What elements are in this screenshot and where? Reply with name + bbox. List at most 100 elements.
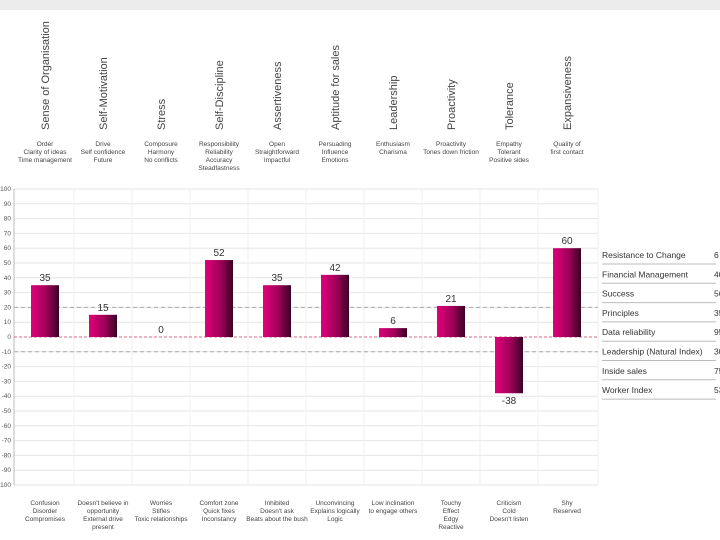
top-descriptor: Straightforward xyxy=(255,149,299,156)
bar-value-label: -38 xyxy=(502,396,517,407)
side-index-label: Leadership (Natural Index) xyxy=(602,347,703,357)
side-index-value: 40 xyxy=(714,269,720,279)
bottom-descriptor: Edgy xyxy=(444,516,460,523)
top-descriptor: Empathy xyxy=(496,141,522,148)
top-descriptor: Persuading xyxy=(319,141,352,148)
bottom-descriptor: Worries xyxy=(150,500,173,507)
bottom-descriptor: Comfort zone xyxy=(199,500,238,507)
category-label: Aptitude for sales xyxy=(330,45,342,130)
top-descriptor: Emotions xyxy=(321,157,349,164)
top-descriptor: Reliability xyxy=(205,149,234,156)
top-descriptor: Self confidence xyxy=(81,149,126,156)
y-tick-label: -60 xyxy=(2,423,12,430)
bar-value-label: 42 xyxy=(329,263,341,274)
y-tick-label: -80 xyxy=(2,452,12,459)
bottom-descriptor: Confusion xyxy=(30,500,60,507)
top-descriptor: Open xyxy=(269,141,285,148)
top-descriptor: Clarity of ideas xyxy=(24,149,68,156)
y-tick-label: -10 xyxy=(2,349,12,356)
y-tick-label: 30 xyxy=(4,290,12,297)
y-tick-label: 40 xyxy=(4,275,12,282)
y-tick-label: 20 xyxy=(4,304,12,311)
y-tick-label: 10 xyxy=(4,319,12,326)
bottom-descriptor: Quick fixes xyxy=(203,508,236,515)
side-index-value: 30 xyxy=(714,347,720,357)
top-descriptor: Steadfastness xyxy=(198,165,240,172)
top-descriptor: Tones down friction xyxy=(423,149,479,156)
side-index-value: 6 xyxy=(714,250,719,260)
bottom-descriptor: Reserved xyxy=(553,508,581,515)
bar-value-label: 52 xyxy=(213,248,225,259)
side-indices: Resistance to Change 6 Financial Managemen… xyxy=(602,250,720,400)
bottom-descriptor: to engage others xyxy=(369,508,419,515)
side-index-label: Worker Index xyxy=(602,385,653,395)
bottom-descriptor: Doesn't believe in xyxy=(77,500,128,507)
top-descriptor: Time management xyxy=(18,157,72,164)
category-label: Self-Discipline xyxy=(214,60,226,130)
bottom-descriptor: Logic xyxy=(327,516,343,523)
top-descriptor: Accuracy xyxy=(206,157,233,164)
bar xyxy=(437,305,465,337)
bar xyxy=(321,274,349,337)
bottom-descriptor: Explains logically xyxy=(310,508,360,515)
top-descriptor: Future xyxy=(94,157,113,164)
category-label: Proactivity xyxy=(446,79,458,130)
y-tick-label: 100 xyxy=(0,186,11,193)
category-label: Self-Motivation xyxy=(98,57,110,130)
bottom-descriptor: Unconvincing xyxy=(315,500,354,507)
category-label: Stress xyxy=(156,98,168,130)
bottom-descriptor: Inconstancy xyxy=(202,516,237,523)
y-tick-label: 80 xyxy=(4,216,12,223)
side-index-label: Principles xyxy=(602,308,639,318)
y-tick-label: -20 xyxy=(2,364,12,371)
top-descriptor: Impactful xyxy=(264,157,291,164)
bottom-descriptor: Effect xyxy=(443,508,460,515)
bottom-descriptor: External drive xyxy=(83,516,123,523)
top-descriptor: Charisma xyxy=(379,149,407,156)
y-tick-label: -70 xyxy=(2,438,12,445)
bar xyxy=(205,260,233,337)
top-descriptor: Drive xyxy=(95,141,111,148)
bottom-descriptor: Doesn't ask xyxy=(260,508,295,515)
top-descriptor: Order xyxy=(37,141,54,148)
bottom-descriptor: Inhibited xyxy=(265,500,290,507)
bottom-descriptor: Stifles xyxy=(152,508,170,515)
bottom-descriptor: Toxic relationships xyxy=(134,516,188,523)
bottom-descriptor: Compromises xyxy=(25,516,66,523)
side-index-label: Inside sales xyxy=(602,366,647,376)
bottom-descriptor: Touchy xyxy=(441,500,462,507)
top-descriptor: Positive sides xyxy=(489,157,529,164)
bottom-descriptor: Shy xyxy=(561,500,573,507)
top-descriptor: Proactivity xyxy=(436,141,467,148)
y-tick-label: 50 xyxy=(4,260,12,267)
y-tick-label: 70 xyxy=(4,230,12,237)
bottom-descriptor: Low inclination xyxy=(372,500,415,507)
side-index-value: 35 xyxy=(714,308,720,318)
side-index-value: 75 xyxy=(714,366,720,376)
bar xyxy=(31,285,59,337)
side-index-value: 53 xyxy=(714,385,720,395)
bar-value-label: 35 xyxy=(39,273,51,284)
bottom-descriptor: Criticism xyxy=(497,500,522,507)
top-descriptor: Quality of xyxy=(553,141,581,148)
bottom-descriptor: Cold xyxy=(502,508,516,515)
side-index-label: Resistance to Change xyxy=(602,250,686,260)
category-label: Tolerance xyxy=(504,82,516,130)
side-index-value: 95 xyxy=(714,327,720,337)
y-axis: 1009080706050403020100-10-20-30-40-50-60… xyxy=(0,186,15,489)
bar-value-label: 15 xyxy=(97,303,109,314)
y-tick-label: -50 xyxy=(2,408,12,415)
bar-value-label: 35 xyxy=(271,273,283,284)
bar-value-label: 0 xyxy=(158,325,164,336)
category-label: Leadership xyxy=(388,76,400,130)
category-labels: Sense of Organisation Self-Motivation Stre… xyxy=(40,21,574,130)
bar-value-label: 21 xyxy=(445,294,457,305)
category-label: Assertiveness xyxy=(272,61,284,130)
top-descriptor: Influence xyxy=(322,149,349,156)
bottom-descriptor: Beats about the bush xyxy=(246,516,308,523)
y-tick-label: -40 xyxy=(2,393,12,400)
bottom-descriptor: opportunity xyxy=(87,508,120,515)
top-band xyxy=(0,0,720,10)
